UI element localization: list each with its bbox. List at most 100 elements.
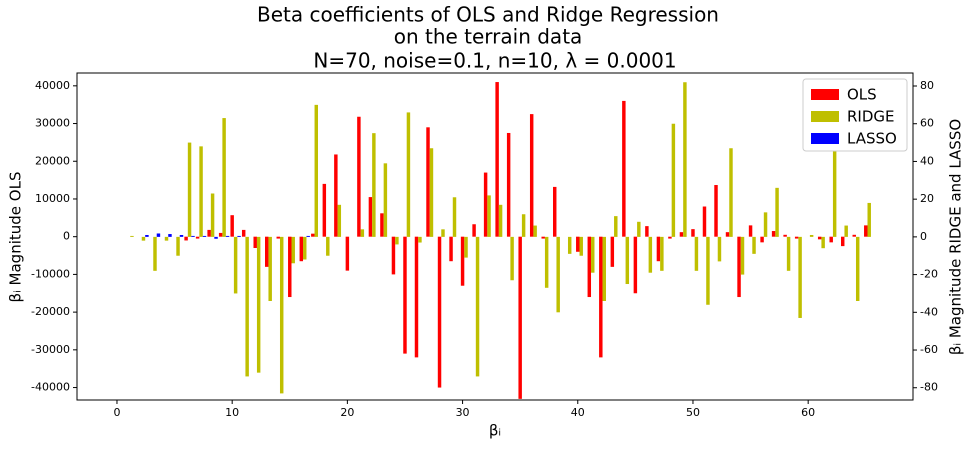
bar (622, 100, 626, 237)
x-tick-label: 30 (456, 406, 470, 419)
bar (553, 186, 557, 237)
bar (237, 235, 241, 237)
bar (633, 236, 638, 294)
bar (771, 231, 776, 237)
bar (210, 193, 215, 237)
bar (279, 236, 284, 394)
bar (809, 234, 814, 237)
bar (841, 236, 845, 247)
bar (725, 232, 730, 237)
bar (184, 236, 188, 241)
x-tick-label: 50 (686, 406, 700, 419)
bar (202, 235, 207, 237)
y-tick-label: 20000 (35, 154, 70, 167)
bar (475, 236, 480, 377)
legend-label: RIDGE (847, 108, 895, 126)
bar (291, 236, 295, 264)
bar (829, 236, 833, 243)
y-tick-label: 30000 (35, 117, 70, 130)
bar (441, 229, 445, 237)
bar (130, 235, 134, 237)
bar (426, 127, 430, 237)
bar (602, 236, 606, 301)
bar (306, 235, 310, 237)
bar (529, 114, 534, 237)
bar (195, 236, 200, 239)
bar (403, 236, 407, 354)
bar (645, 226, 649, 237)
y-tick-label: 40000 (35, 79, 70, 92)
bar (414, 236, 419, 358)
bar (326, 236, 330, 256)
bar (265, 236, 269, 267)
x-tick-label: 10 (225, 406, 239, 419)
bar (587, 236, 592, 298)
bar (760, 236, 764, 243)
bar (311, 233, 315, 237)
bar (867, 202, 871, 237)
bar (844, 225, 848, 237)
bar (276, 236, 280, 239)
x-axis-label: βᵢ (489, 422, 501, 440)
legend-label: OLS (847, 86, 877, 104)
bar (360, 229, 365, 237)
y2-tick-label: 0 (920, 230, 927, 243)
x-tick-label: 60 (801, 406, 815, 419)
y-tick-label: -20000 (31, 305, 70, 318)
bar (737, 236, 741, 298)
bar (599, 236, 603, 358)
bar (679, 232, 684, 237)
y-tick-label: 0 (63, 230, 70, 243)
bar (483, 172, 488, 237)
bar (179, 234, 184, 237)
bar (303, 236, 307, 260)
bar (541, 236, 545, 239)
bar (233, 236, 238, 294)
bar (506, 132, 511, 237)
legend-swatch (811, 133, 839, 144)
bar (314, 104, 318, 237)
y2-tick-label: 20 (920, 192, 934, 205)
y2-tick-label: 60 (920, 117, 934, 130)
bar (556, 236, 560, 313)
bar (256, 236, 261, 373)
x-tick-label: 20 (340, 406, 354, 419)
bar (544, 236, 549, 288)
bar (199, 146, 203, 237)
bar (337, 204, 342, 237)
bar (748, 225, 753, 237)
y2-tick-label: -40 (920, 305, 938, 318)
bar (786, 236, 791, 271)
bar (241, 229, 246, 237)
bar (656, 236, 661, 262)
bar (660, 236, 664, 271)
bar (832, 150, 837, 237)
chart-title: N=70, noise=0.1, n=10, λ = 0.0001 (313, 49, 676, 73)
legend-swatch (811, 111, 839, 122)
bar (579, 236, 583, 256)
bar (668, 236, 672, 239)
bar (168, 234, 172, 237)
bar (357, 116, 361, 237)
y2-tick-label: -60 (920, 343, 938, 356)
bar (395, 236, 399, 245)
bar (383, 163, 388, 237)
bar (694, 236, 699, 271)
bar (783, 234, 787, 237)
bar (187, 142, 192, 237)
y2-axis-label: βᵢ Magnitude RIDGE and LASSO (947, 119, 965, 355)
bar (518, 236, 522, 399)
bar (610, 236, 615, 267)
bar (671, 123, 676, 237)
bar (230, 215, 234, 237)
bar (752, 236, 756, 254)
bar (145, 234, 149, 237)
bar (218, 232, 223, 237)
bar (418, 236, 422, 243)
bar (472, 224, 476, 237)
bar (533, 225, 537, 237)
chart-title: Beta coefficients of OLS and Ridge Regre… (257, 3, 719, 27)
y-tick-label: -10000 (31, 267, 70, 280)
bar (648, 236, 653, 273)
